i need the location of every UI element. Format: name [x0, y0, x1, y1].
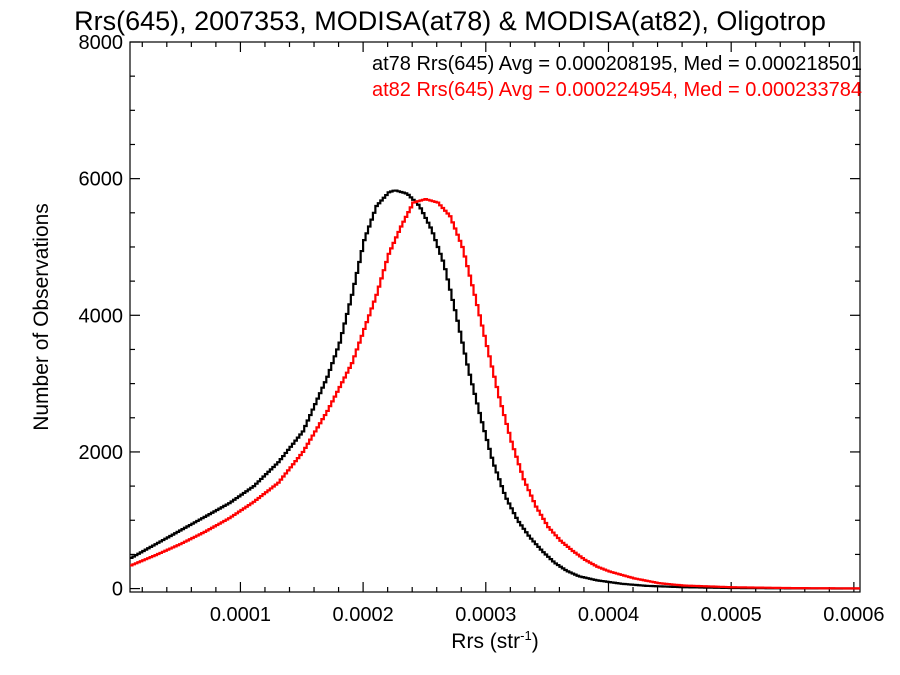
chart-title: Rrs(645), 2007353, MODISA(at78) & MODISA…: [74, 6, 826, 36]
y-tick-label: 6000: [79, 169, 124, 191]
legend: at78 Rrs(645) Avg = 0.000208195, Med = 0…: [372, 53, 862, 101]
y-tick-label: 8000: [79, 32, 124, 54]
series-line-at78: [130, 189, 860, 590]
x-axis-label-close: ): [532, 630, 539, 653]
axis-ticks: 0.0001 0.0002 0.0003 0.0004 0.0005 0.0006 0 200…: [79, 32, 885, 626]
y-tick-label: 4000: [79, 305, 124, 327]
x-tick-label: 0.0004: [578, 604, 639, 626]
x-tick-label: 0.0001: [210, 604, 271, 626]
series-lines: [130, 189, 860, 590]
y-axis-label: Number of Observations: [30, 203, 53, 431]
plot-frame: [129, 41, 861, 593]
legend-entry-at78: at78 Rrs(645) Avg = 0.000208195, Med = 0…: [372, 53, 862, 75]
x-axis-label-main: Rrs (str: [451, 630, 520, 653]
x-tick-label: 0.0006: [823, 604, 884, 626]
plot-area: [129, 41, 861, 593]
y-tick-label: 0: [112, 579, 123, 601]
series-line-at82: [130, 198, 860, 590]
x-axis-label-superscript: -1: [520, 628, 532, 643]
x-tick-label: 0.0003: [455, 604, 516, 626]
x-tick-label: 0.0002: [333, 604, 394, 626]
x-tick-label: 0.0005: [701, 604, 762, 626]
x-axis-label: Rrs (str-1): [451, 628, 538, 653]
legend-entry-at82: at82 Rrs(645) Avg = 0.000224954, Med = 0…: [372, 79, 862, 101]
y-tick-label: 2000: [79, 442, 124, 464]
